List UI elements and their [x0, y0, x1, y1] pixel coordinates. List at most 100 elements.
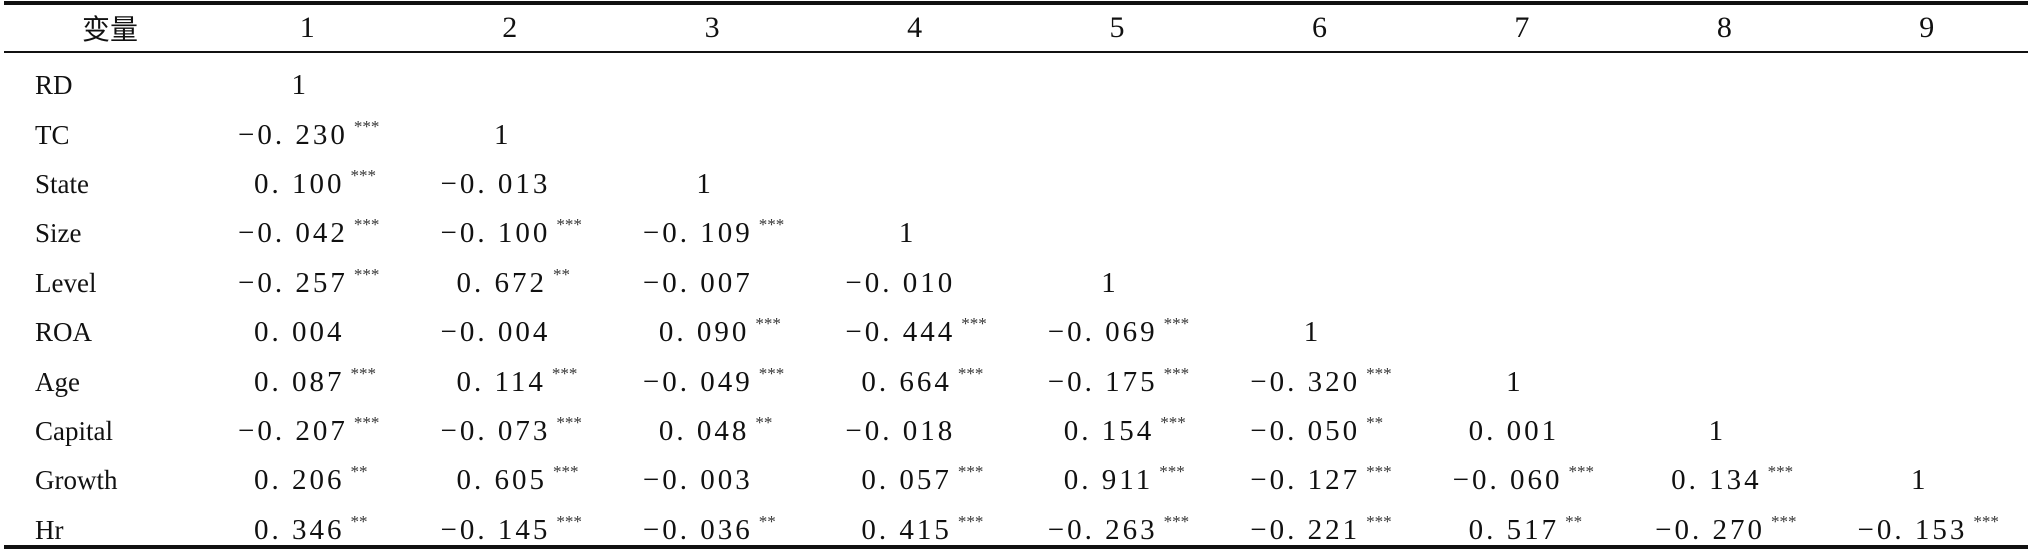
significance-stars: ***: [1159, 462, 1185, 482]
cell-content: 0. 134 ***: [1671, 462, 1793, 497]
cell-content: 1: [1506, 366, 1524, 399]
correlation-cell: [1623, 110, 1825, 159]
table-row: Growth 0. 206 ** 0. 605 *** −0. 003 0. 057 *** 0…: [4, 456, 2028, 505]
coefficient-value: 1: [1303, 316, 1322, 349]
column-header-3: 3: [704, 11, 720, 44]
significance-stars: ***: [1366, 363, 1392, 383]
cell-content: −0. 109 ***: [642, 215, 784, 250]
cell-content: −0. 257 ***: [238, 265, 379, 300]
significance-stars: ***: [350, 165, 377, 185]
correlation-cell: 1: [1623, 407, 1825, 456]
correlation-cell: −0. 153 ***: [1826, 506, 2028, 555]
coefficient-value: 1: [898, 217, 917, 250]
cell-content: 0. 206 **: [254, 462, 368, 497]
cell-content: −0. 069 ***: [1048, 314, 1189, 349]
coefficient-value: 0. 605: [456, 464, 547, 497]
coefficient-value: 0. 206: [254, 464, 345, 497]
coefficient-value: −0. 100: [440, 217, 551, 250]
table-body: RD 1 TC −0. 230 *** 1 State 0. 100 *** −0. 013 1 Si…: [4, 51, 2028, 555]
variable-column-header: 变量: [82, 13, 139, 46]
correlation-cell: [1826, 357, 2028, 406]
coefficient-value: −0. 127: [1250, 464, 1361, 497]
correlation-cell: 0. 100 ***: [206, 160, 408, 209]
significance-stars: ***: [961, 314, 987, 334]
correlation-cell: [1016, 51, 1218, 110]
coefficient-value: −0. 050: [1250, 414, 1361, 447]
correlation-cell: [1826, 259, 2028, 308]
cell-content: 0. 048 **: [659, 413, 773, 448]
row-variable-name: State: [35, 168, 89, 199]
coefficient-value: −0. 175: [1047, 365, 1158, 398]
correlation-cell: [1826, 51, 2028, 110]
correlation-cell: [1826, 308, 2028, 357]
correlation-cell: [1218, 209, 1420, 258]
column-header-8: 8: [1716, 11, 1732, 44]
significance-stars: ***: [957, 511, 984, 531]
coefficient-value: −0. 049: [642, 365, 753, 398]
cell-content: −0. 175 ***: [1047, 364, 1189, 399]
table-bottom-rule: [4, 545, 2028, 549]
column-header-4: 4: [907, 11, 923, 44]
correlation-cell: [1826, 209, 2028, 258]
coefficient-value: 0. 672: [456, 266, 547, 299]
correlation-cell: 0. 664 ***: [813, 357, 1015, 406]
cell-content: 0. 114 ***: [456, 364, 577, 399]
cell-content: −0. 073 ***: [440, 412, 582, 448]
significance-stars: ***: [556, 215, 582, 235]
correlation-cell: 0. 001: [1421, 407, 1623, 456]
correlation-cell: 0. 415 ***: [813, 506, 1015, 555]
significance-stars: **: [552, 264, 570, 284]
table-row: RD 1: [4, 51, 2028, 110]
correlation-cell: −0. 036 **: [611, 506, 813, 555]
correlation-cell: [1623, 357, 1825, 406]
correlation-cell: 1: [1826, 456, 2028, 505]
correlation-cell: −0. 207 ***: [206, 407, 408, 456]
column-header-1: 1: [299, 11, 315, 44]
correlation-cell: 1: [813, 209, 1015, 258]
cell-content: −0. 050 **: [1250, 413, 1383, 448]
correlation-cell: [1623, 308, 1825, 357]
cell-content: 1: [494, 119, 512, 152]
correlation-cell: [1623, 259, 1825, 308]
coefficient-value: −0. 153: [1857, 513, 1968, 546]
row-variable-name: Hr: [35, 514, 64, 545]
cell-content: 0. 100 ***: [254, 165, 377, 201]
correlation-cell: [1218, 51, 1420, 110]
significance-stars: **: [758, 511, 776, 531]
cell-content: −0. 127 ***: [1250, 462, 1391, 497]
correlation-cell: −0. 049 ***: [611, 357, 813, 406]
cell-content: −0. 013: [440, 168, 550, 201]
coefficient-value: −0. 109: [642, 217, 753, 250]
correlation-cell: −0. 263 ***: [1016, 506, 1218, 555]
significance-stars: ***: [1163, 511, 1190, 531]
coefficient-value: −0. 230: [238, 118, 348, 151]
correlation-cell: 0. 114 ***: [408, 357, 610, 406]
coefficient-value: −0. 013: [440, 167, 551, 200]
cell-content: −0. 004: [440, 316, 550, 349]
significance-stars: ***: [556, 412, 582, 432]
correlation-cell: −0. 270 ***: [1623, 506, 1825, 555]
table-row: Capital −0. 207 *** −0. 073 *** 0. 048 ** −0. 0…: [4, 407, 2028, 456]
cell-content: 0. 004: [254, 316, 345, 349]
coefficient-value: −0. 444: [845, 316, 956, 349]
coefficient-value: −0. 036: [642, 513, 753, 546]
correlation-cell: [1826, 160, 2028, 209]
correlation-cell: [1218, 259, 1420, 308]
correlation-cell: [1016, 110, 1218, 159]
correlation-cell: [1421, 160, 1623, 209]
correlation-cell: −0. 221 ***: [1218, 506, 1420, 555]
correlation-cell: 0. 048 **: [611, 407, 813, 456]
correlation-cell: −0. 100 ***: [408, 209, 610, 258]
cell-content: −0. 270 ***: [1655, 512, 1796, 547]
row-variable-name: Size: [35, 218, 82, 249]
correlation-cell: [1421, 110, 1623, 159]
cell-content: 0. 057 ***: [861, 462, 983, 497]
cell-content: −0. 036 **: [642, 511, 776, 547]
cell-content: −0. 221 ***: [1250, 512, 1391, 547]
significance-stars: ***: [957, 363, 984, 383]
correlation-cell: [408, 51, 610, 110]
cell-content: 1: [1911, 464, 1929, 497]
cell-content: 0. 415 ***: [861, 511, 984, 547]
correlation-cell: [1218, 110, 1420, 159]
coefficient-value: −0. 004: [440, 316, 551, 349]
